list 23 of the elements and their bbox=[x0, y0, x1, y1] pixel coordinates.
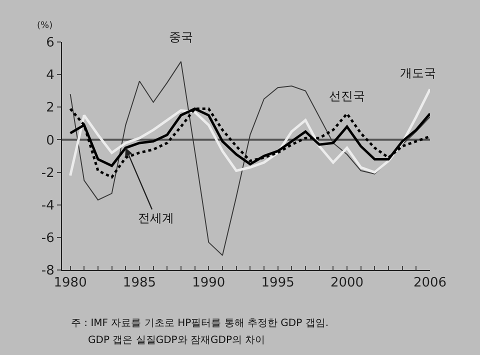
y-axis-title: (%) bbox=[37, 21, 53, 31]
x-tick-label: 1995 bbox=[261, 276, 294, 291]
line-series bbox=[69, 88, 430, 177]
y-tick-label: 0 bbox=[46, 133, 54, 148]
y-tick-label: -8 bbox=[41, 264, 54, 279]
x-tick-label: 1980 bbox=[54, 276, 87, 291]
text: 전세계 bbox=[138, 211, 174, 225]
x-tick-label: 2006 bbox=[413, 276, 447, 291]
x-tick-label: 2000 bbox=[330, 276, 364, 291]
series-label: 선진국 bbox=[329, 89, 365, 103]
y-tick-label: 4 bbox=[46, 68, 54, 84]
series-label: 개도국 bbox=[400, 66, 436, 80]
text: 주 : IMF 자료를 기초로 HP필터를 통해 추정한 GDP 갭임. bbox=[71, 318, 329, 329]
y-tick-label: 6 bbox=[46, 36, 54, 51]
y-tick-label: 2 bbox=[46, 100, 54, 116]
text: GDP 갭은 실질GDP와 잠재GDP의 차이 bbox=[88, 335, 266, 346]
y-tick-label: -4 bbox=[41, 198, 54, 214]
line-series bbox=[69, 108, 430, 178]
x-tick-label: 1985 bbox=[122, 276, 156, 291]
series-label: 중국 bbox=[169, 30, 193, 44]
y-tick-label: -2 bbox=[41, 166, 54, 181]
y-tick-label: -6 bbox=[41, 230, 54, 246]
x-tick-label: 1990 bbox=[192, 276, 226, 291]
